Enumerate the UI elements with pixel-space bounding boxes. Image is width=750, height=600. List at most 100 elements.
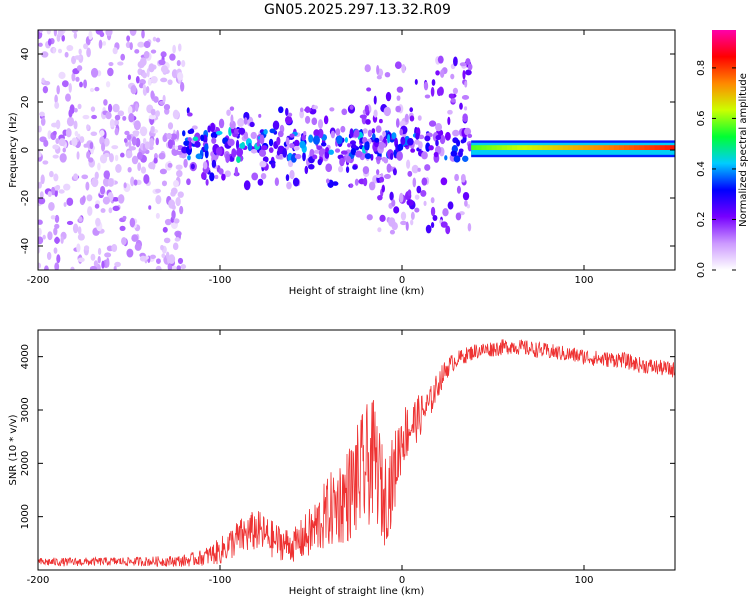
heatmap-blob [90,253,96,261]
heatmap-blob [202,134,208,144]
heatmap-blob [376,65,380,75]
heatmap-band-core [567,145,574,150]
heatmap-blob [182,130,186,137]
colorbar-tick-label: 0.2 [696,212,707,228]
heatmap-blob [180,264,187,270]
heatmap-blob [160,65,169,74]
heatmap-blob [74,130,79,137]
heatmap-blob [130,85,137,95]
heatmap-blob [439,134,446,145]
heatmap-blob [406,199,414,206]
heatmap-blob [48,201,55,211]
heatmap-blob [155,188,162,194]
heatmap-blob [376,169,380,175]
heatmap-blob [344,137,348,143]
heatmap-blob [100,208,106,213]
heatmap-blob [428,120,437,127]
heatmap-blob [108,207,113,214]
heatmap-blob [85,181,90,191]
heatmap-blob [338,165,344,173]
heatmap-blob [187,112,193,117]
heatmap-blob [464,199,468,207]
heatmap-blob [230,114,234,125]
heatmap-blob [91,114,98,120]
heatmap-blob [86,47,91,58]
heatmap-blob [378,141,385,150]
heatmap-blob [94,86,100,92]
heatmap-blob [320,142,327,147]
heatmap-blob [204,143,209,151]
heatmap-blob [260,172,267,180]
heatmap-region-1 [181,104,368,191]
heatmap-blob [156,258,161,264]
heatmap-blob [292,177,300,187]
heatmap-blob [389,229,395,235]
heatmap-blob [301,134,306,141]
heatmap-blob [234,166,239,177]
heatmap-blob [65,93,71,102]
heatmap-band-core [649,145,656,150]
heatmap-band-core [608,145,615,150]
heatmap-band-core [654,145,661,150]
heatmap-blob [105,257,110,268]
heatmap-blob [424,135,431,142]
heatmap-blob [218,168,224,175]
heatmap-blob [312,135,320,145]
heatmap-blob [97,162,101,171]
heatmap-blob [155,212,160,219]
heatmap-blob [50,215,56,220]
heatmap-region-3 [471,140,675,158]
heatmap-blob [181,60,186,68]
heatmap-blob [137,151,143,160]
heatmap-blob [364,104,369,113]
heatmap-blob [120,152,125,158]
heatmap-blob [336,135,343,145]
heatmap-band-core [501,145,508,150]
heatmap-blob [103,170,110,179]
heatmap-blob [134,243,142,251]
heatmap-blob [135,103,139,112]
heatmap-blob [144,141,151,150]
heatmap-blob [373,109,378,118]
heatmap-blob [460,139,465,144]
heatmap-band-core [562,145,569,150]
heatmap-blob [57,30,64,37]
heatmap-blob [170,133,178,140]
heatmap-blob [135,76,140,84]
heatmap-blob [400,136,406,146]
colorbar-tick-label: 0.0 [696,262,707,278]
heatmap-blob [74,108,78,113]
heatmap-blob [354,178,359,186]
heatmap-blob [450,150,458,157]
heatmap-blob [58,138,66,147]
heatmap-blob [141,30,145,39]
heatmap-blob [76,151,80,160]
heatmap-blob [271,162,276,169]
colorbar-tick-label: 0.6 [696,110,707,126]
heatmap-x-tick-label: 0 [399,275,405,286]
heatmap-blob [312,154,318,160]
heatmap-blob [121,237,127,246]
heatmap-blob [108,103,113,113]
heatmap-blob [171,204,176,210]
heatmap-blob [142,72,148,79]
heatmap-blob [93,260,98,268]
heatmap-band-core [618,145,625,150]
heatmap-blob [243,131,249,140]
heatmap-blob [435,122,443,132]
heatmap-blob [293,145,300,151]
heatmap-blob [260,145,268,151]
heatmap-blob [66,116,75,127]
heatmap-blob [366,214,373,221]
heatmap-blob [304,106,311,113]
heatmap-blob [76,65,83,72]
heatmap-blob [52,154,59,159]
heatmap-blob [105,111,112,120]
heatmap-blob [308,134,314,143]
heatmap-blob [46,251,52,261]
heatmap-blob [383,157,389,164]
heatmap-blob [453,56,458,67]
heatmap-blob [231,148,237,158]
heatmap-blob [186,178,191,186]
heatmap-blob [377,227,382,233]
